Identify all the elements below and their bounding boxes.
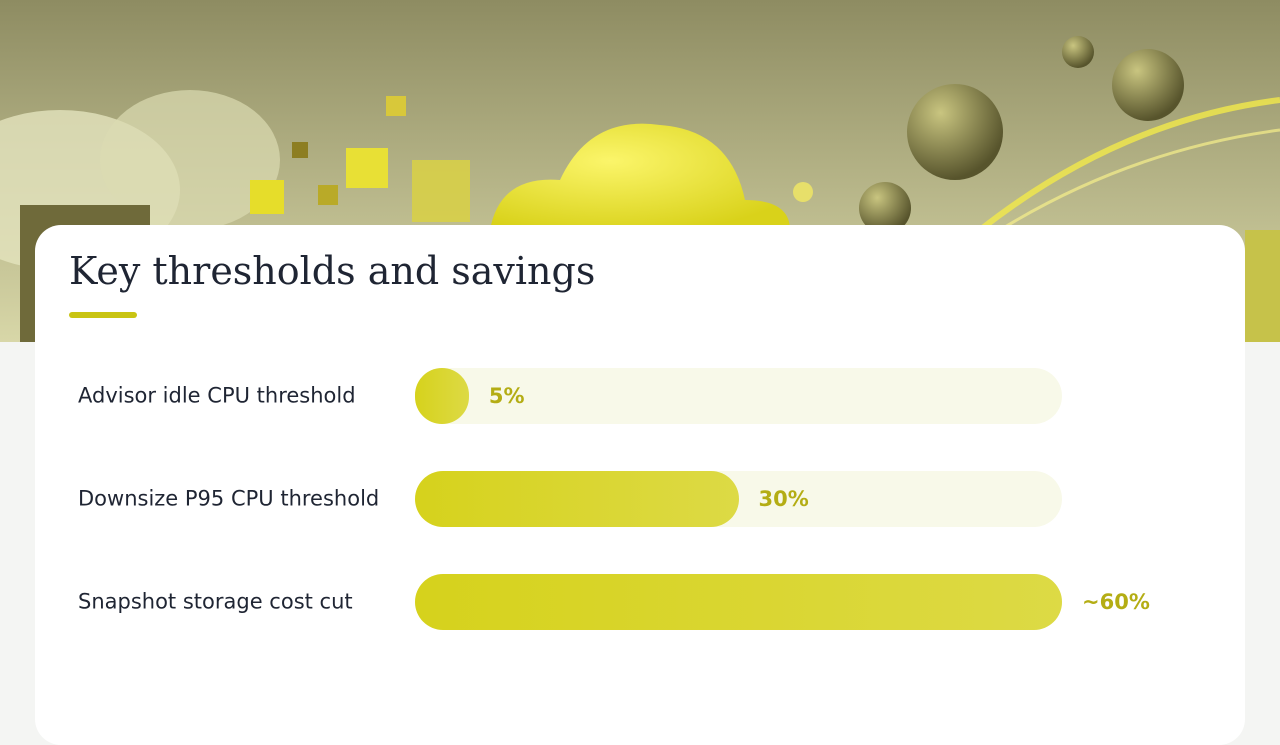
- category-label: Advisor idle CPU threshold: [78, 383, 356, 408]
- bar-track: [415, 368, 1062, 424]
- bar-row: Advisor idle CPU threshold 5%: [35, 368, 1245, 424]
- category-label: Snapshot storage cost cut: [78, 589, 353, 614]
- bar: [415, 574, 1062, 630]
- bar: [415, 368, 469, 424]
- slide-title: Key thresholds and savings: [69, 249, 596, 293]
- bar-row: Downsize P95 CPU threshold 30%: [35, 471, 1245, 527]
- value-label: ~60%: [1082, 590, 1150, 614]
- title-underline: [69, 312, 137, 318]
- category-label: Downsize P95 CPU threshold: [78, 486, 380, 511]
- content-card: Key thresholds and savings Advisor idle …: [35, 225, 1245, 745]
- value-label: 30%: [758, 487, 809, 511]
- bar: [415, 471, 739, 527]
- bar-row: Snapshot storage cost cut ~60%: [35, 574, 1245, 630]
- value-label: 5%: [488, 384, 525, 408]
